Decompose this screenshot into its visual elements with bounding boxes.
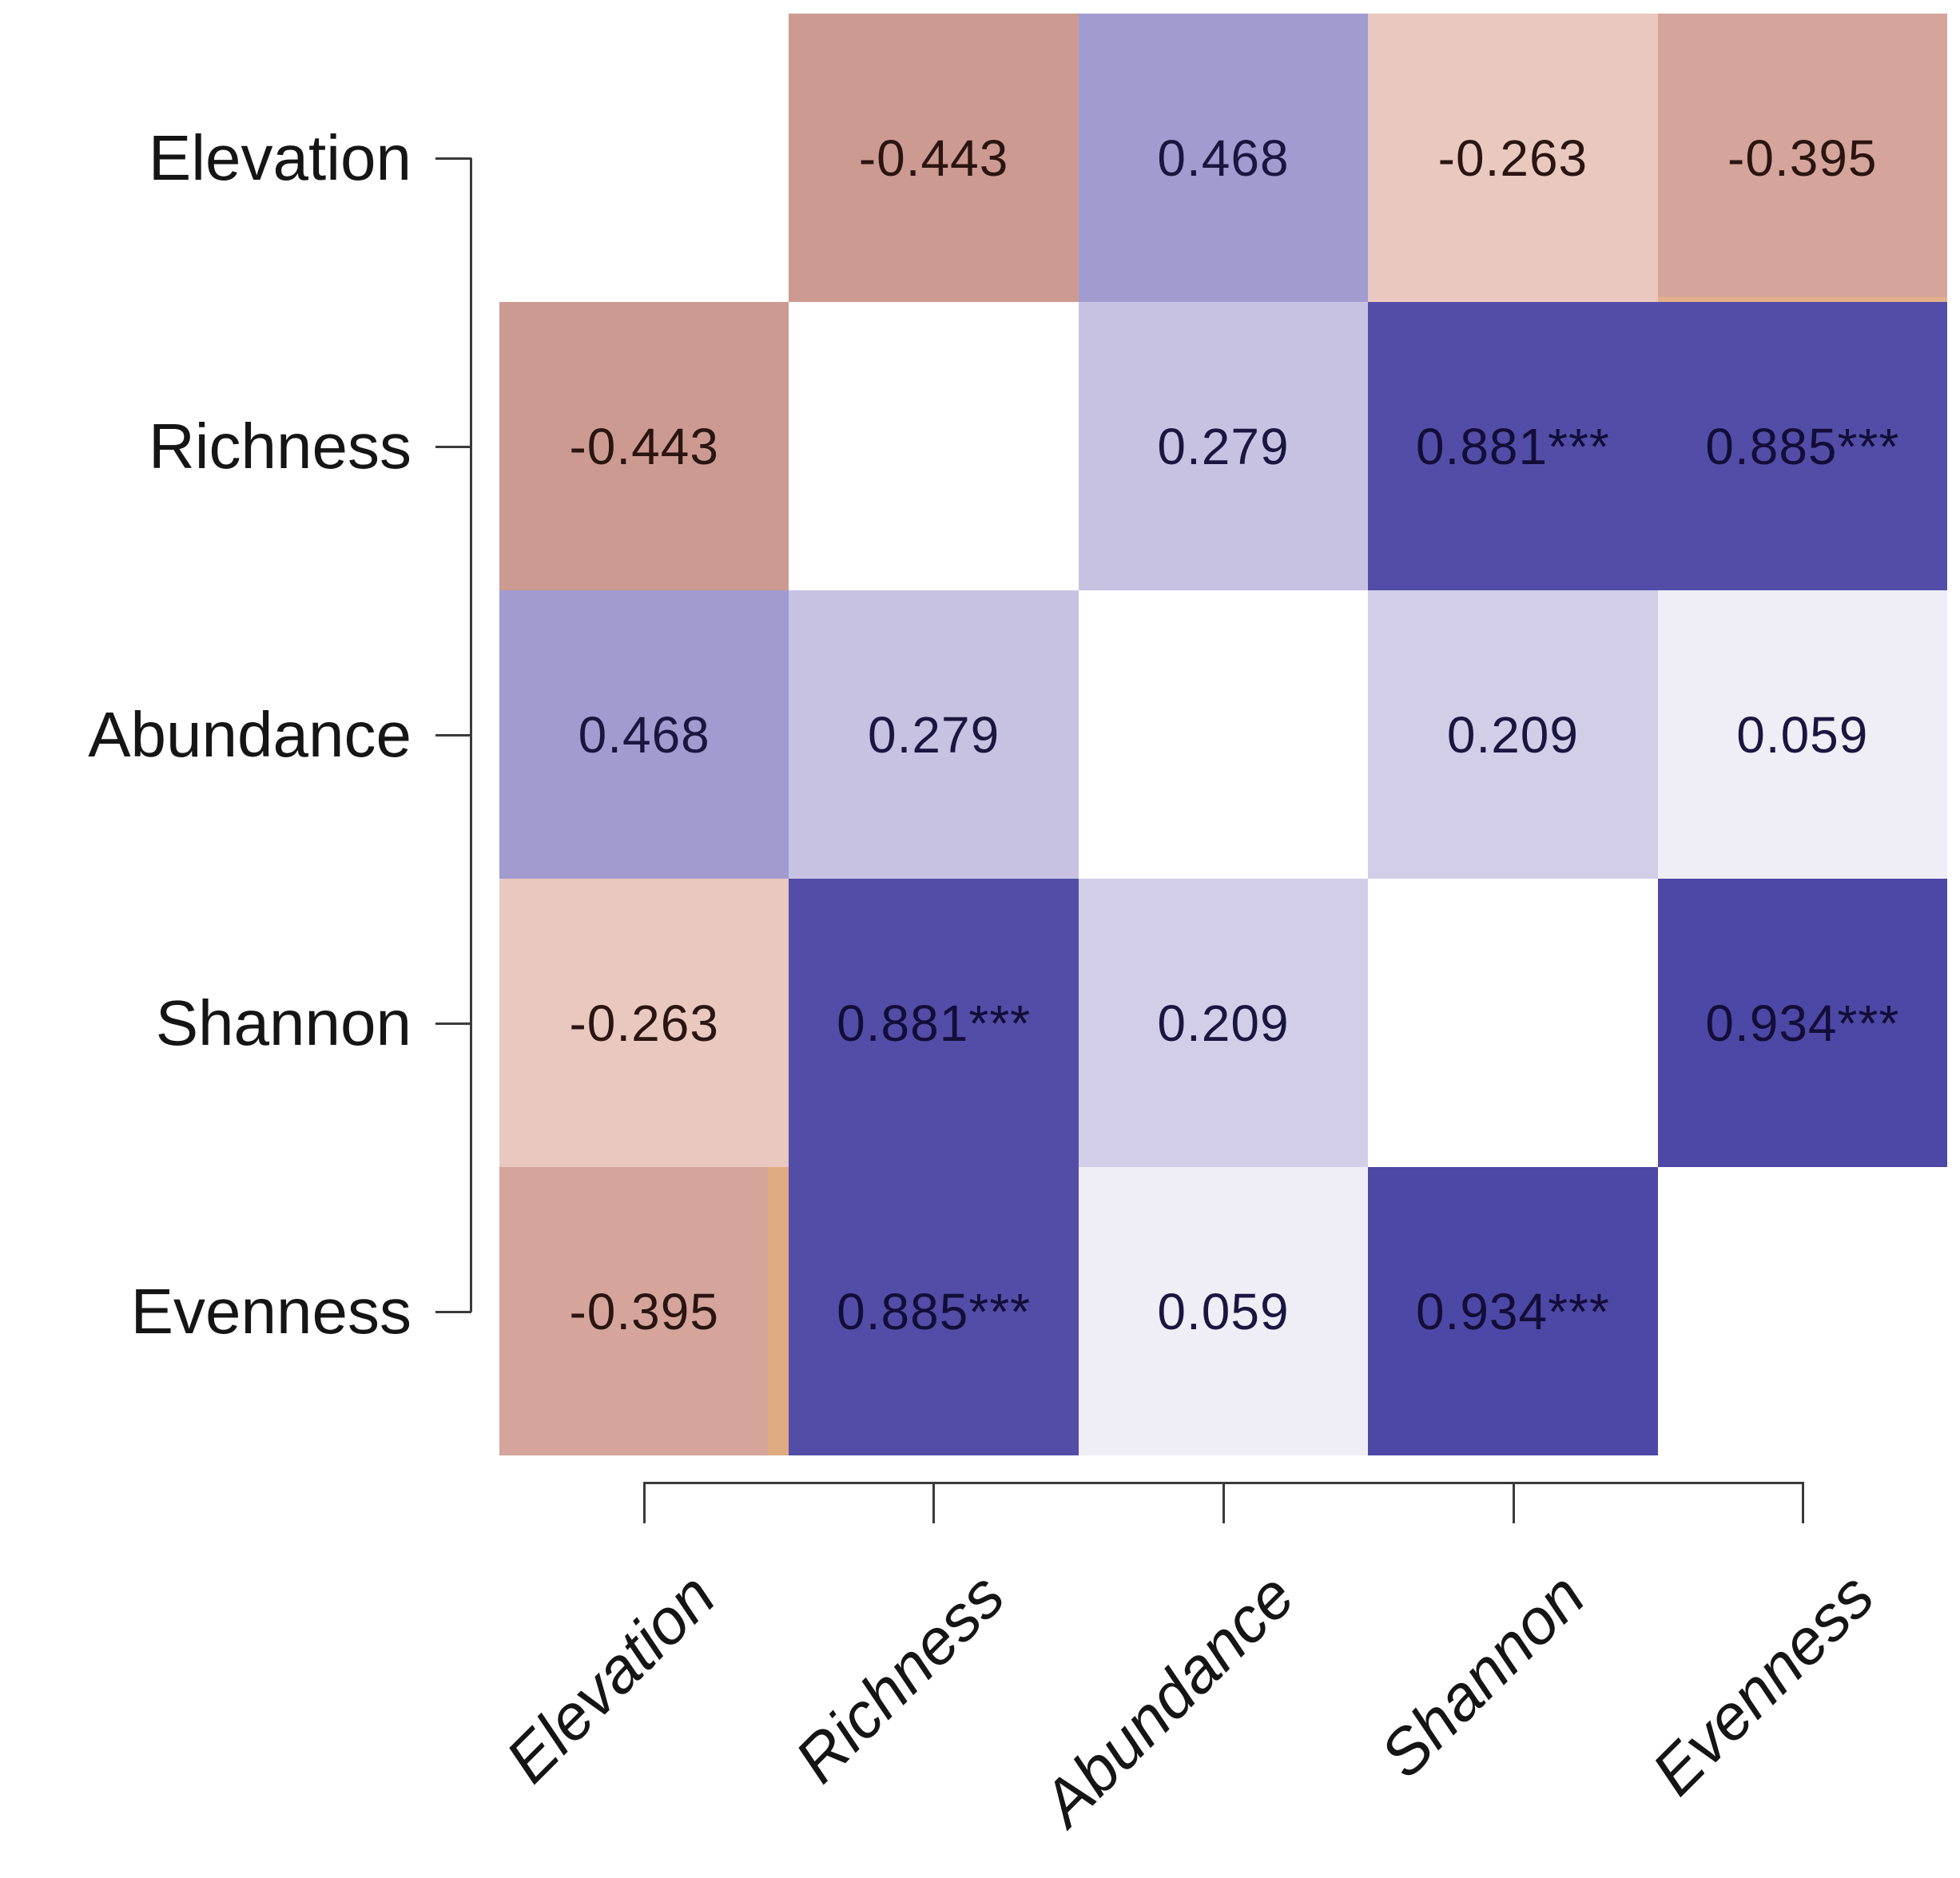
matrix-cell-abundance-evenness: 0.059 [1657, 590, 1947, 879]
y-axis-label-richness: Richness [148, 411, 411, 482]
y-axis-tick-abundance [435, 734, 471, 737]
x-axis-label-evenness: Evenness [1638, 1559, 1887, 1809]
x-axis-label-abundance: Abundance [1028, 1559, 1308, 1839]
correlation-value: 0.885*** [1705, 417, 1900, 475]
matrix-cell-evenness-abundance: 0.059 [1078, 1167, 1369, 1455]
correlation-value: -0.443 [858, 129, 1009, 187]
cell-edge-artifact [768, 1167, 789, 1455]
correlation-value: 0.468 [578, 705, 710, 764]
correlation-value: 0.468 [1157, 129, 1290, 187]
y-axis-tick-shannon [435, 1022, 471, 1025]
correlation-value: -0.263 [569, 994, 719, 1052]
matrix-cell-richness-shannon: 0.881*** [1368, 302, 1658, 590]
matrix-cell-elevation-richness: -0.443 [789, 14, 1079, 302]
matrix-cell-abundance-richness: 0.279 [789, 590, 1079, 879]
x-axis-tick-elevation [643, 1482, 646, 1523]
matrix-cell-diagonal-richness [789, 302, 1079, 590]
y-axis-tick-richness [435, 446, 471, 448]
x-axis-tick-evenness [1802, 1482, 1804, 1523]
correlation-value: 0.934*** [1705, 994, 1900, 1052]
matrix-cell-shannon-abundance: 0.209 [1078, 879, 1369, 1167]
correlation-value: -0.443 [569, 417, 719, 475]
x-axis-tick-richness [932, 1482, 935, 1523]
matrix-cell-diagonal-elevation [499, 14, 789, 302]
heatmap-grid: -0.443 0.468 -0.263 -0.395 -0.443 0.279 0.881*… [499, 14, 1947, 1455]
matrix-cell-diagonal-evenness [1657, 1167, 1947, 1455]
y-axis-tick-evenness [435, 1311, 471, 1313]
x-axis-label-elevation: Elevation [491, 1559, 729, 1797]
matrix-cell-shannon-elevation: -0.263 [499, 879, 789, 1167]
correlation-value: 0.279 [1157, 417, 1290, 475]
matrix-cell-richness-evenness: 0.885*** [1657, 302, 1947, 590]
matrix-cell-abundance-shannon: 0.209 [1368, 590, 1658, 879]
matrix-cell-evenness-shannon: 0.934*** [1368, 1167, 1658, 1455]
y-axis-label-abundance: Abundance [88, 699, 411, 770]
y-axis-tick-elevation [435, 157, 471, 160]
correlation-value: 0.881*** [1415, 417, 1610, 475]
matrix-cell-diagonal-abundance [1078, 590, 1369, 879]
correlation-value: -0.395 [1727, 129, 1878, 187]
x-axis-label-shannon: Shannon [1366, 1559, 1598, 1792]
cell-edge-artifact [1657, 297, 1947, 302]
correlation-value: 0.209 [1157, 994, 1290, 1052]
x-axis-label-richness: Richness [781, 1559, 1018, 1797]
correlation-value: 0.279 [868, 705, 1000, 764]
matrix-cell-elevation-evenness: -0.395 [1657, 14, 1947, 302]
correlation-value: 0.209 [1446, 705, 1579, 764]
correlation-value: 0.059 [1157, 1282, 1290, 1340]
matrix-cell-shannon-evenness: 0.934*** [1657, 879, 1947, 1167]
matrix-cell-richness-elevation: -0.443 [499, 302, 789, 590]
correlation-value: 0.885*** [837, 1282, 1032, 1340]
matrix-cell-elevation-abundance: 0.468 [1078, 14, 1369, 302]
y-axis-label-shannon: Shannon [155, 987, 411, 1058]
matrix-cell-evenness-elevation: -0.395 [499, 1167, 789, 1455]
y-axis-label-evenness: Evenness [130, 1276, 411, 1347]
matrix-cell-richness-abundance: 0.279 [1078, 302, 1369, 590]
matrix-cell-diagonal-shannon [1368, 879, 1658, 1167]
correlation-value: 0.934*** [1415, 1282, 1610, 1340]
matrix-cell-elevation-shannon: -0.263 [1368, 14, 1658, 302]
correlation-value: -0.263 [1437, 129, 1588, 187]
y-axis-label-elevation: Elevation [148, 122, 411, 193]
correlation-value: 0.059 [1736, 705, 1869, 764]
x-axis-tick-shannon [1513, 1482, 1515, 1523]
correlation-value: 0.881*** [837, 994, 1032, 1052]
x-axis-tick-abundance [1223, 1482, 1225, 1523]
matrix-cell-shannon-richness: 0.881*** [789, 879, 1079, 1167]
correlation-value: -0.395 [569, 1282, 719, 1340]
matrix-cell-evenness-richness: 0.885*** [789, 1167, 1079, 1455]
matrix-cell-abundance-elevation: 0.468 [499, 590, 789, 879]
